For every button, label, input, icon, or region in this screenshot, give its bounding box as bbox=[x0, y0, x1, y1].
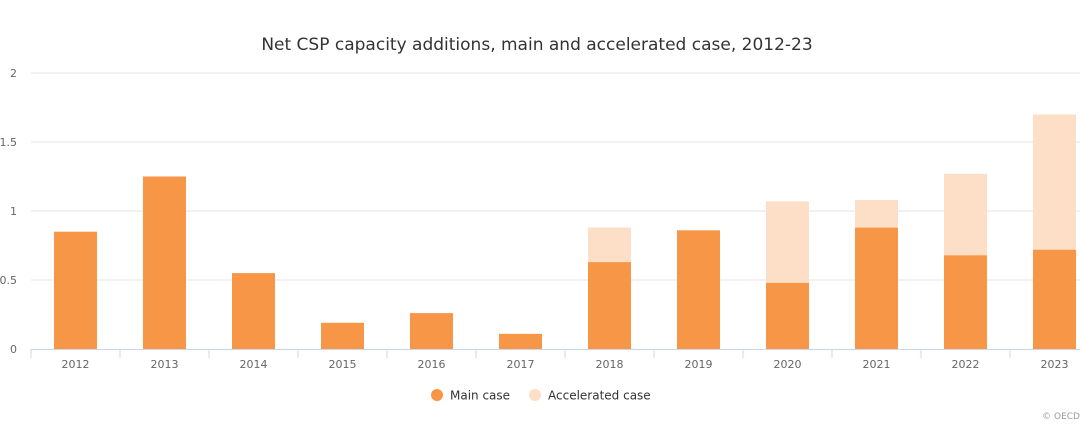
x-tick-label: 2017 bbox=[507, 358, 535, 371]
x-tick-label: 2013 bbox=[151, 358, 179, 371]
bar-main-case-2023 bbox=[1033, 249, 1076, 349]
bar-main-case-2022 bbox=[944, 255, 987, 349]
chart-title: Net CSP capacity additions, main and acc… bbox=[261, 35, 812, 55]
legend-marker-1 bbox=[529, 389, 541, 401]
bar-main-case-2013 bbox=[143, 176, 186, 349]
x-tick-label: 2023 bbox=[1041, 358, 1069, 371]
x-tick-label: 2016 bbox=[418, 358, 446, 371]
bar-main-case-2019 bbox=[677, 230, 720, 349]
credit: © OECD bbox=[1042, 412, 1080, 422]
bar-main-case-2018 bbox=[588, 262, 631, 349]
x-tick-label: 2019 bbox=[685, 358, 713, 371]
x-tick-label: 2021 bbox=[863, 358, 891, 371]
y-tick-label: 1.5 bbox=[0, 136, 17, 149]
bar-accelerated-case-2021 bbox=[855, 199, 898, 228]
legend-label: Accelerated case bbox=[548, 389, 651, 403]
legend-marker-0 bbox=[431, 389, 443, 401]
bar-main-case-2016 bbox=[410, 313, 453, 349]
bar-accelerated-case-2018 bbox=[588, 227, 631, 263]
x-tick-label: 2015 bbox=[329, 358, 357, 371]
bar-main-case-2017 bbox=[499, 333, 542, 349]
bar-accelerated-case-2020 bbox=[766, 201, 809, 283]
y-tick-label: 0.5 bbox=[0, 274, 17, 287]
bar-main-case-2012 bbox=[54, 231, 97, 349]
x-tick-label: 2020 bbox=[774, 358, 802, 371]
x-tick-label: 2022 bbox=[952, 358, 980, 371]
x-tick-label: 2012 bbox=[62, 358, 90, 371]
x-tick-label: 2018 bbox=[596, 358, 624, 371]
y-tick-label: 2 bbox=[10, 67, 17, 80]
bar-accelerated-case-2023 bbox=[1033, 114, 1076, 250]
y-tick-label: 1 bbox=[10, 205, 17, 218]
bar-main-case-2020 bbox=[766, 282, 809, 349]
bar-accelerated-case-2022 bbox=[944, 173, 987, 256]
bar-main-case-2014 bbox=[232, 273, 275, 349]
bar-main-case-2015 bbox=[321, 322, 364, 349]
legend-label: Main case bbox=[450, 389, 510, 403]
y-tick-label: 0 bbox=[10, 343, 17, 356]
x-tick-label: 2014 bbox=[240, 358, 268, 371]
bar-main-case-2021 bbox=[855, 227, 898, 349]
